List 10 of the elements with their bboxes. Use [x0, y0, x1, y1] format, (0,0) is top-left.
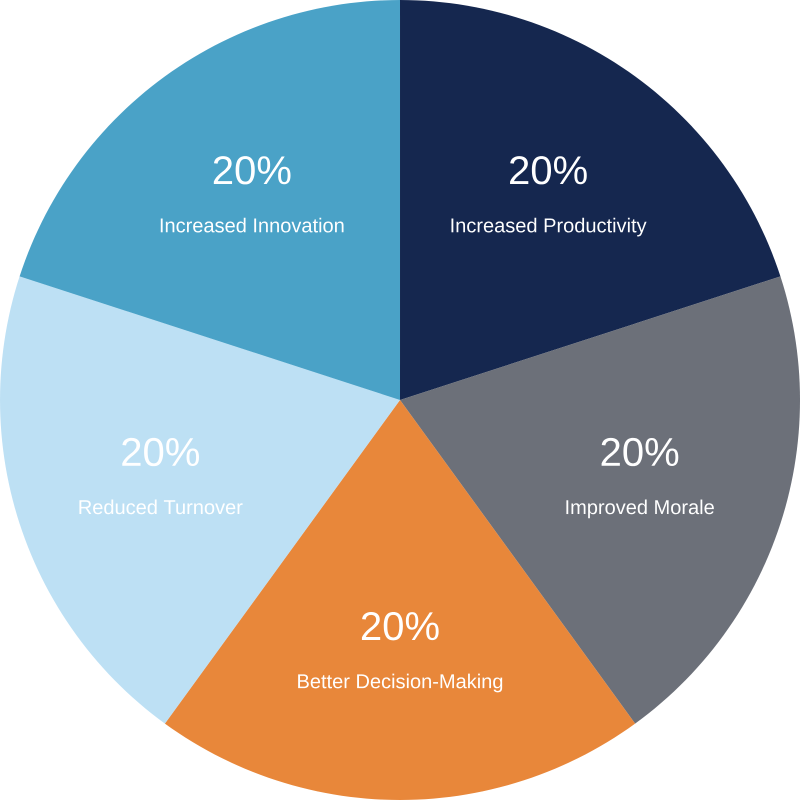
slice-label: Reduced Turnover — [79, 500, 243, 514]
slice-label: Increased Innovation — [160, 218, 344, 232]
data-label: 20% — [510, 156, 587, 184]
data-label: 20% — [362, 612, 439, 640]
data-label: 20% — [214, 156, 291, 184]
slice-label: Better Decision-Making — [298, 674, 502, 692]
slice-label: Increased Productivity — [451, 218, 647, 236]
data-label: 20% — [602, 438, 678, 466]
slice-label: Improved Morale — [566, 500, 714, 518]
data-label: 20% — [122, 438, 199, 466]
